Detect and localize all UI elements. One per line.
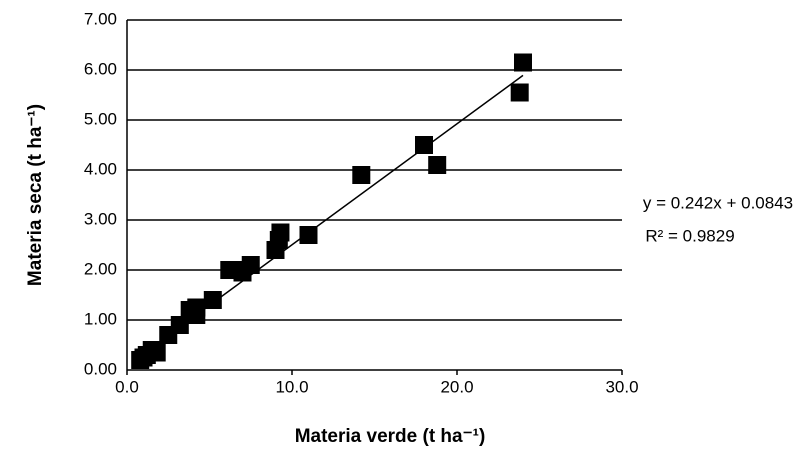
marker [147,343,166,362]
marker [428,156,447,174]
y-tick-label: 0.00 [84,359,117,378]
y-tick-label: 7.00 [84,9,117,28]
x-axis-title: Materia verde (t ha⁻¹) [295,426,486,447]
marker [415,136,433,154]
trendline [139,74,524,357]
marker [514,53,532,72]
marker [510,83,529,102]
x-tick-label: 10.0 [275,377,308,396]
y-tick-label: 5.00 [84,109,117,128]
x-tick-label: 0.0 [115,377,139,396]
y-axis-title: Materia seca (t ha⁻¹) [25,104,46,286]
trendline-equation: y = 0.242x + 0.0843 [643,193,793,212]
y-tick-label: 4.00 [84,159,117,178]
trendline-r2: R² = 0.9829 [645,226,734,245]
marker [299,226,318,244]
y-tick-label: 2.00 [84,259,117,278]
y-tick-label: 1.00 [84,309,117,328]
x-tick-label: 20.0 [440,377,473,396]
y-tick-label: 3.00 [84,209,117,228]
marker [352,166,371,184]
marker [203,291,222,309]
marker [271,223,290,242]
x-tick-label: 30.0 [605,377,638,396]
y-tick-label: 6.00 [84,59,117,78]
marker [241,256,260,274]
